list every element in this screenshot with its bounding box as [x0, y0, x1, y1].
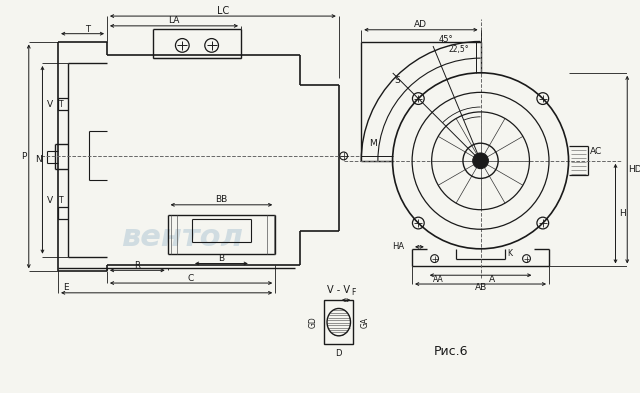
Text: V: V	[47, 99, 53, 108]
Text: GA: GA	[360, 317, 369, 328]
Text: AB: AB	[474, 283, 486, 292]
Text: F: F	[351, 288, 356, 297]
Text: 45°: 45°	[439, 35, 454, 44]
Text: T: T	[59, 196, 63, 206]
Text: C: C	[188, 274, 194, 283]
Circle shape	[473, 153, 488, 169]
Text: M: M	[369, 139, 377, 148]
Text: HA: HA	[392, 242, 404, 252]
Text: R: R	[134, 261, 140, 270]
Text: вентол: вентол	[122, 222, 243, 252]
Text: P: P	[21, 152, 27, 161]
Text: AA: AA	[433, 275, 444, 284]
Text: LA: LA	[168, 17, 180, 26]
Text: T: T	[59, 99, 63, 108]
Text: V - V: V - V	[327, 285, 350, 296]
Text: AC: AC	[590, 147, 602, 156]
Text: A: A	[489, 275, 495, 284]
Text: E: E	[63, 283, 68, 292]
Text: V: V	[47, 196, 53, 206]
Text: Рис.6: Рис.6	[434, 345, 468, 358]
Text: HD: HD	[628, 165, 640, 174]
Text: GD: GD	[308, 316, 317, 328]
Text: N: N	[35, 155, 42, 164]
Text: K: K	[508, 249, 513, 258]
Text: AD: AD	[415, 20, 428, 29]
Text: B: B	[218, 254, 225, 263]
Text: 22,5°: 22,5°	[449, 45, 469, 54]
Text: BB: BB	[215, 195, 228, 204]
Text: S: S	[394, 76, 400, 85]
Text: D: D	[335, 349, 342, 358]
Text: T: T	[85, 25, 90, 34]
Text: LC: LC	[217, 6, 229, 16]
Text: H: H	[619, 209, 626, 218]
Bar	[324, 300, 353, 344]
